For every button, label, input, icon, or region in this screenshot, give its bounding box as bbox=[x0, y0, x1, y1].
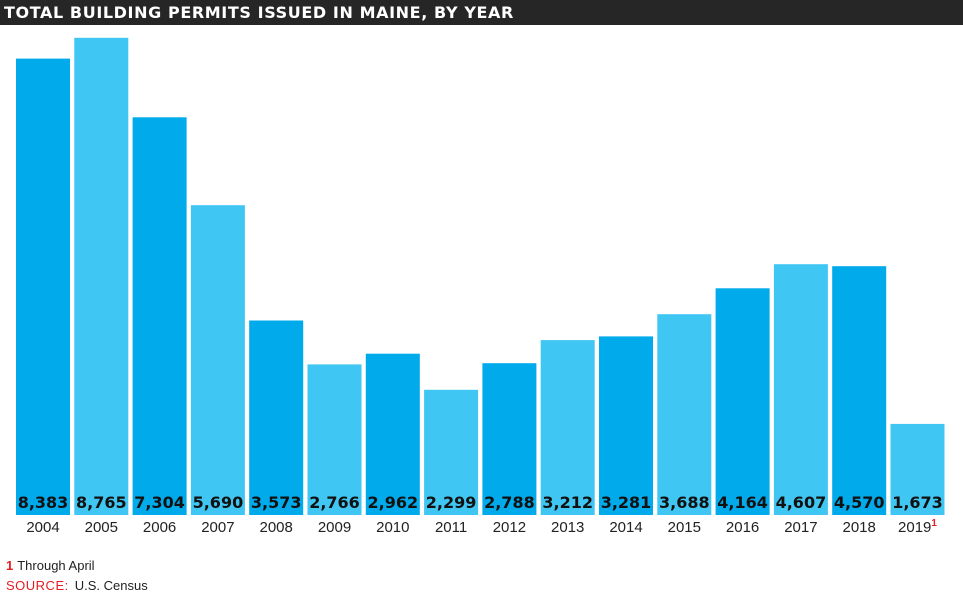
value-label-2017: 4,607 bbox=[776, 493, 827, 512]
value-label-2015: 3,688 bbox=[659, 493, 710, 512]
x-tick-2007: 2007 bbox=[201, 519, 234, 536]
x-tick-2006: 2006 bbox=[143, 519, 176, 536]
source-text: U.S. Census bbox=[74, 578, 148, 593]
value-label-2006: 7,304 bbox=[134, 493, 185, 512]
bar-2011 bbox=[424, 389, 479, 515]
bar-2010 bbox=[365, 353, 420, 515]
value-label-2008: 3,573 bbox=[251, 493, 302, 512]
value-label-2011: 2,299 bbox=[426, 493, 477, 512]
x-tick-2005: 2005 bbox=[85, 519, 118, 536]
bar-2019 bbox=[890, 423, 945, 515]
bar-2007 bbox=[190, 205, 245, 515]
bar-2006 bbox=[132, 117, 187, 516]
footnote-text: Through April bbox=[17, 558, 95, 573]
value-label-2007: 5,690 bbox=[193, 493, 244, 512]
bar-2009 bbox=[307, 364, 362, 515]
bar-2016 bbox=[715, 288, 770, 515]
bar-2012 bbox=[482, 363, 537, 515]
value-label-2014: 3,281 bbox=[601, 493, 652, 512]
bar-2008 bbox=[249, 320, 304, 515]
value-label-2012: 2,788 bbox=[484, 493, 535, 512]
x-tick-2010: 2010 bbox=[376, 519, 409, 536]
x-tick-2016: 2016 bbox=[726, 519, 759, 536]
source-label: SOURCE: bbox=[6, 578, 69, 593]
bar-2017 bbox=[773, 264, 828, 515]
footnote-through-april: 1 Through April bbox=[6, 558, 95, 573]
value-label-2005: 8,765 bbox=[76, 493, 127, 512]
value-label-2004: 8,383 bbox=[18, 493, 69, 512]
x-tick-2009: 2009 bbox=[318, 519, 351, 536]
x-tick-2018: 2018 bbox=[843, 519, 876, 536]
x-tick-2017: 2017 bbox=[784, 519, 817, 536]
x-tick-2012: 2012 bbox=[493, 519, 526, 536]
footnote-number: 1 bbox=[6, 558, 14, 573]
bar-2005 bbox=[74, 37, 129, 516]
x-tick-2019: 20191 bbox=[898, 518, 937, 536]
x-tick-2008: 2008 bbox=[260, 519, 293, 536]
bar-2014 bbox=[599, 336, 653, 515]
value-label-2013: 3,212 bbox=[542, 493, 593, 512]
chart-title: TOTAL BUILDING PERMITS ISSUED IN MAINE, … bbox=[0, 0, 963, 25]
x-tick-2004: 2004 bbox=[26, 519, 59, 536]
x-tick-2015: 2015 bbox=[668, 519, 701, 536]
footnote-marker: 1 bbox=[931, 518, 937, 529]
value-label-2009: 2,766 bbox=[309, 493, 360, 512]
value-label-2018: 4,570 bbox=[834, 493, 885, 512]
value-label-2019: 1,673 bbox=[892, 493, 943, 512]
bar-chart: 8,383 2004 8,765 2005 7,304 2006 5,690 2007 3,57… bbox=[16, 37, 945, 536]
bar-2015 bbox=[657, 314, 712, 515]
x-tick-2013: 2013 bbox=[551, 519, 584, 536]
value-label-2010: 2,962 bbox=[367, 493, 418, 512]
bar-2018 bbox=[832, 266, 887, 515]
bar-2004 bbox=[16, 58, 70, 515]
source-note: SOURCE: U.S. Census bbox=[6, 578, 148, 593]
bar-2013 bbox=[540, 340, 595, 515]
value-label-2016: 4,164 bbox=[717, 493, 768, 512]
x-tick-2011: 2011 bbox=[435, 519, 467, 536]
x-tick-2014: 2014 bbox=[609, 519, 642, 536]
